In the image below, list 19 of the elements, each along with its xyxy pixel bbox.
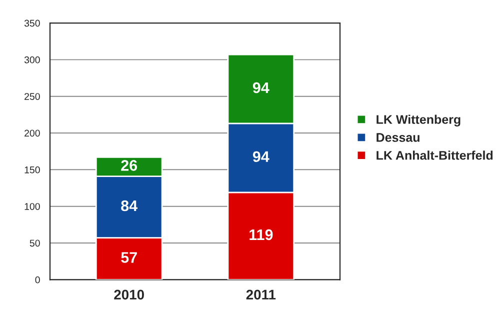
- legend-label: LK Anhalt-Bitterfeld: [376, 150, 493, 160]
- x-tick-label: 2011: [246, 290, 276, 300]
- y-tick-label: 250: [24, 93, 40, 100]
- y-tick-label: 150: [24, 166, 40, 174]
- legend-label: LK Wittenberg: [376, 114, 460, 126]
- data-label: 94: [252, 82, 270, 94]
- data-label: 119: [250, 229, 273, 240]
- data-label: 57: [121, 252, 137, 263]
- y-tick-label: 300: [24, 56, 40, 64]
- y-tick-label: 200: [24, 130, 40, 137]
- legend-label: Dessau: [376, 133, 420, 142]
- y-tick-label: 0: [35, 276, 40, 284]
- data-label: 26: [121, 160, 138, 171]
- data-label: 84: [121, 200, 138, 212]
- y-tick-label: 100: [24, 203, 40, 210]
- data-label: 94: [252, 151, 270, 162]
- y-tick-label: 50: [30, 240, 40, 247]
- x-tick-label: 2010: [114, 290, 144, 300]
- y-tick-label: 350: [24, 20, 40, 27]
